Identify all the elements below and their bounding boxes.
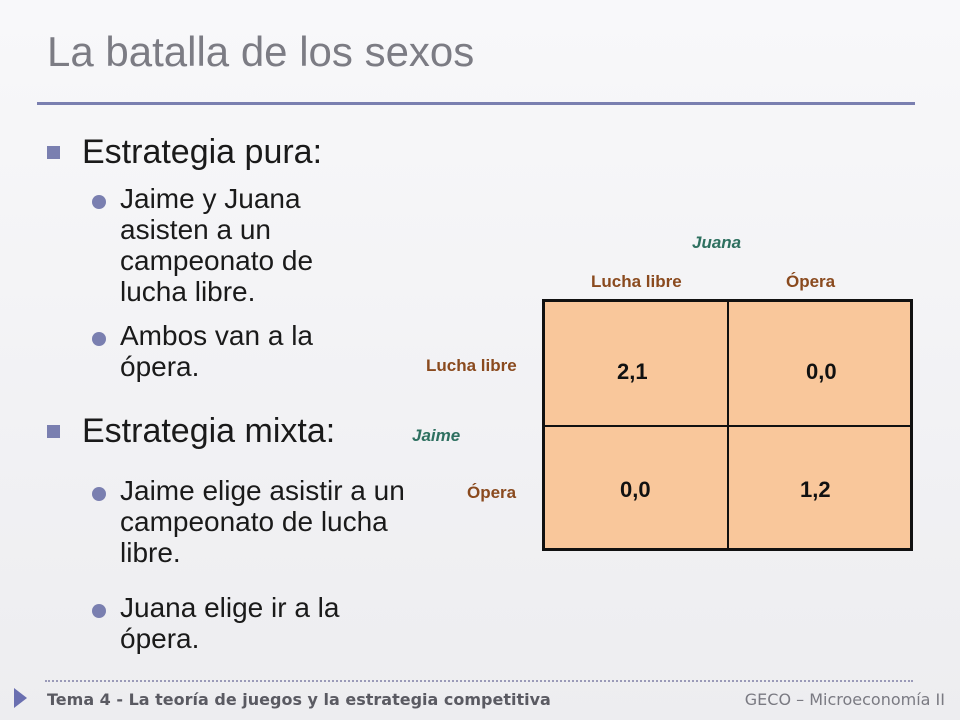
bullet-heading: Estrategia mixta:: [82, 412, 336, 450]
circle-bullet-icon: [92, 195, 106, 209]
sub-bullet: Jaime elige asistir a un campeonato de l…: [92, 475, 412, 568]
sub-bullet: Ambos van a la ópera.: [92, 320, 352, 382]
footer-course-topic: Tema 4 - La teoría de juegos y la estrat…: [47, 690, 551, 709]
footer-course-name: GECO – Microeconomía II: [744, 690, 945, 709]
circle-bullet-icon: [92, 487, 106, 501]
column-strategy-label: Ópera: [786, 272, 836, 291]
payoff-cell: 0,0: [620, 477, 651, 502]
bullet-mixed-strategy: Estrategia mixta:: [47, 412, 335, 451]
column-strategy-label: Lucha libre: [591, 272, 682, 291]
sub-bullet-text: Ambos van a la ópera.: [120, 320, 313, 382]
sub-bullet-text: Jaime y Juana asisten a un campeonato de…: [120, 183, 314, 307]
square-bullet-icon: [47, 146, 60, 159]
bullet-heading: Estrategia pura:: [82, 133, 323, 171]
square-bullet-icon: [47, 425, 60, 438]
sub-bullet-text: Jaime elige asistir a un campeonato de l…: [120, 475, 405, 568]
payoff-matrix: 2,1 0,0 0,0 1,2: [542, 299, 913, 551]
title-divider: [37, 102, 915, 105]
slide-title: La batalla de los sexos: [47, 28, 475, 75]
payoff-cell: 1,2: [800, 477, 831, 502]
footer-divider: [45, 680, 913, 682]
circle-bullet-icon: [92, 332, 106, 346]
payoff-cell: 0,0: [806, 359, 837, 384]
circle-bullet-icon: [92, 604, 106, 618]
row-strategy-label: Lucha libre: [426, 356, 517, 375]
payoff-cell: 2,1: [617, 359, 648, 384]
arrow-right-icon: [14, 688, 27, 708]
row-strategy-label: Ópera: [467, 483, 517, 502]
sub-bullet: Juana elige ir a la ópera.: [92, 592, 392, 654]
bullet-pure-strategy: Estrategia pura:: [47, 133, 322, 172]
sub-bullet-text: Juana elige ir a la ópera.: [120, 592, 340, 654]
matrix-divider: [545, 425, 910, 427]
sub-bullet: Jaime y Juana asisten a un campeonato de…: [92, 183, 352, 307]
column-player-label: Juana: [692, 233, 742, 252]
row-player-label: Jaime: [412, 426, 461, 445]
